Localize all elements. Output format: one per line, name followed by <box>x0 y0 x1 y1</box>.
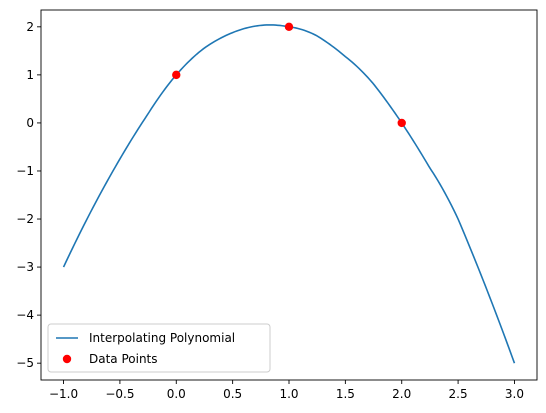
y-tick-label: −2 <box>16 212 34 226</box>
y-tick-label: −1 <box>16 164 34 178</box>
legend-box <box>47 323 271 373</box>
x-axis: −1.0 −0.5 0.0 0.5 1.0 1.5 2.0 2.5 3.0 <box>49 380 524 401</box>
series-line-interpolating-polynomial <box>62 24 516 364</box>
x-tick-label: −0.5 <box>105 387 134 401</box>
x-tick-label: 2.5 <box>449 387 468 401</box>
legend: Interpolating Polynomial Data Points <box>47 323 271 373</box>
y-tick-label: 0 <box>26 116 34 130</box>
x-tick-label: 0.5 <box>223 387 242 401</box>
data-point <box>172 70 181 80</box>
y-tick-label: −4 <box>16 308 34 322</box>
x-tick-label: 1.0 <box>279 387 298 401</box>
y-tick-label: −3 <box>16 260 34 274</box>
legend-label: Interpolating Polynomial <box>89 331 235 345</box>
y-tick-label: 1 <box>26 68 34 82</box>
data-point <box>284 22 294 32</box>
x-tick-label: −1.0 <box>49 387 78 401</box>
x-tick-label: 3.0 <box>505 387 524 401</box>
x-tick-label: 1.5 <box>336 387 355 401</box>
x-tick-label: 2.0 <box>392 387 411 401</box>
y-tick-label: −5 <box>16 356 34 370</box>
y-tick-label: 2 <box>26 20 34 34</box>
data-point <box>397 118 406 128</box>
legend-dot-swatch <box>62 354 72 364</box>
x-tick-label: 0.0 <box>167 387 186 401</box>
y-axis: −5 −4 −3 −2 −1 0 1 2 <box>16 20 41 370</box>
legend-label: Data Points <box>89 352 158 366</box>
